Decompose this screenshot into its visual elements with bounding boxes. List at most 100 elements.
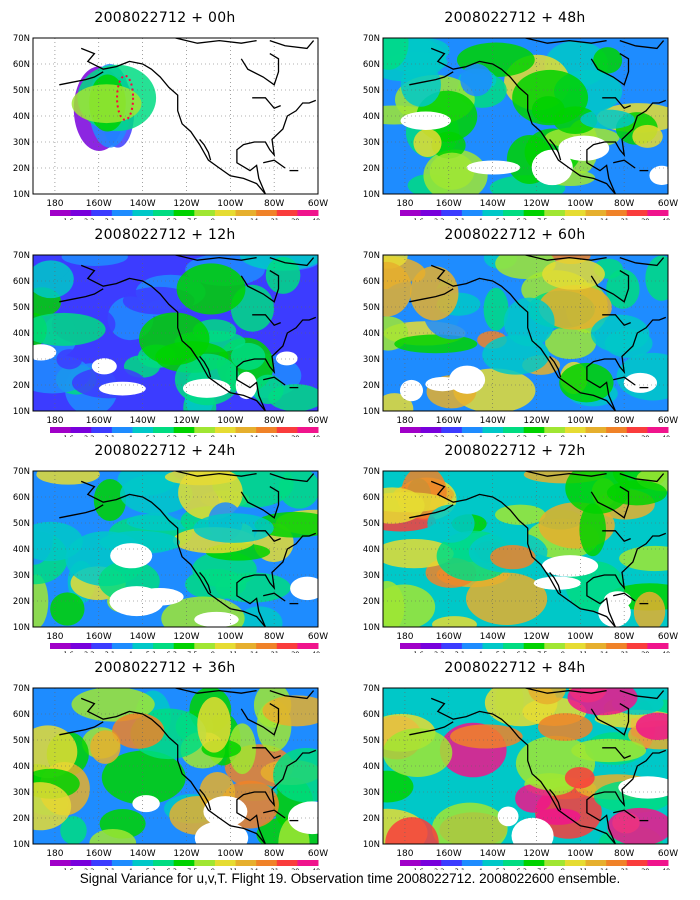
low-variance-area bbox=[194, 611, 239, 627]
low-variance-area bbox=[288, 801, 318, 835]
colorbar-swatch bbox=[214, 860, 237, 866]
variance-blob bbox=[33, 260, 74, 299]
lat-tick-label: 50N bbox=[13, 86, 30, 96]
variance-blob bbox=[490, 545, 536, 570]
colorbar-swatch bbox=[194, 210, 216, 216]
lon-tick-label: 80W bbox=[264, 849, 284, 859]
colorbar-swatch bbox=[544, 210, 566, 216]
lon-tick-label: 80W bbox=[614, 199, 634, 209]
colorbar-swatch bbox=[173, 210, 195, 216]
colorbar-swatch bbox=[400, 643, 422, 649]
variance-blob bbox=[593, 47, 623, 74]
coastline bbox=[586, 532, 667, 627]
variance-blob bbox=[515, 784, 553, 813]
lat-tick-label: 30N bbox=[13, 355, 30, 365]
panel-title: 2008022712 + 60h bbox=[444, 227, 586, 243]
colorbar-label: 7.5 bbox=[187, 650, 197, 653]
coastline bbox=[240, 270, 280, 303]
colorbar-label: 14 bbox=[600, 867, 608, 870]
variance-blob bbox=[567, 688, 638, 716]
map-panel: 2008022712 + 36h 10N 20N 30N 40N 50N 60N 70N 180… bbox=[0, 660, 330, 870]
colorbar-swatch bbox=[585, 427, 607, 433]
variance-blob bbox=[33, 312, 106, 346]
variance-blob bbox=[538, 284, 612, 330]
colorbar-swatch bbox=[626, 427, 648, 433]
colorbar-label: 3.1 bbox=[455, 434, 465, 437]
low-variance-area bbox=[135, 587, 184, 606]
map-chart: 10N 20N 30N 40N 50N 60N 70N 180 160W 140W 120W 100W… bbox=[13, 684, 328, 870]
coastline bbox=[175, 471, 257, 477]
lat-tick-label: 20N bbox=[13, 381, 30, 391]
colorbar-swatch bbox=[400, 860, 422, 866]
colorbar-swatch bbox=[256, 427, 278, 433]
colorbar-swatch bbox=[132, 860, 154, 866]
colorbar-label: 1.6 bbox=[63, 217, 73, 220]
coastline bbox=[59, 721, 104, 736]
lat-tick-label: 10N bbox=[363, 840, 380, 850]
coastline bbox=[602, 747, 631, 759]
lon-tick-label: 160W bbox=[436, 632, 462, 642]
colorbar-swatch bbox=[297, 643, 319, 649]
colorbar-swatch bbox=[523, 210, 545, 216]
lat-tick-label: 60N bbox=[363, 277, 380, 287]
coastline bbox=[430, 264, 616, 411]
variance-blob bbox=[394, 334, 478, 354]
coastline bbox=[236, 749, 317, 844]
colorbar-swatch bbox=[70, 643, 92, 649]
coastline bbox=[549, 355, 562, 378]
coastline bbox=[590, 486, 630, 519]
lat-tick-label: 40N bbox=[13, 545, 30, 555]
lon-tick-label: 140W bbox=[130, 416, 156, 426]
colorbar-label: 21 bbox=[621, 867, 629, 870]
colorbar-swatch bbox=[70, 860, 92, 866]
variance-blob bbox=[164, 471, 238, 486]
coastline bbox=[613, 809, 636, 819]
colorbar-swatch bbox=[276, 210, 298, 216]
variance-blob bbox=[450, 724, 523, 749]
colorbar-swatch bbox=[153, 860, 175, 866]
lon-tick-label: 80W bbox=[614, 849, 634, 859]
colorbar-swatch bbox=[523, 427, 545, 433]
colorbar-swatch bbox=[194, 427, 216, 433]
lon-tick-label: 120W bbox=[523, 632, 549, 642]
lon-tick-label: 140W bbox=[480, 849, 506, 859]
colorbar-label: 1.6 bbox=[413, 217, 423, 220]
colorbar-swatch bbox=[482, 643, 504, 649]
map-panel: 2008022712 + 00h 10N 20N 30N 40N 50N 60N 70N 180… bbox=[0, 10, 330, 220]
low-variance-area bbox=[425, 376, 460, 392]
colorbar-swatch bbox=[606, 427, 628, 433]
coastline bbox=[586, 316, 667, 411]
lat-tick-label: 30N bbox=[363, 355, 380, 365]
colorbar-label: 29 bbox=[641, 650, 649, 653]
variance-blob bbox=[228, 723, 256, 775]
variance-blob bbox=[635, 712, 668, 740]
colorbar-swatch bbox=[400, 210, 422, 216]
lon-tick-label: 180 bbox=[396, 199, 413, 209]
colorbar-swatch bbox=[256, 210, 278, 216]
colorbar-label: 2.2 bbox=[84, 650, 94, 653]
coastline bbox=[240, 486, 280, 519]
coastline bbox=[263, 376, 286, 386]
colorbar-label: 9 bbox=[211, 434, 215, 437]
variance-blob bbox=[564, 766, 595, 789]
colorbar-label: 14 bbox=[600, 217, 608, 220]
variance-blob bbox=[606, 269, 640, 309]
lat-tick-label: 70N bbox=[363, 467, 380, 477]
colorbar-swatch bbox=[420, 210, 442, 216]
colorbar-label: 14 bbox=[250, 867, 258, 870]
coastline bbox=[80, 697, 266, 844]
coastline bbox=[409, 71, 454, 86]
variance-blob bbox=[262, 695, 318, 727]
colorbar-label: 6.3 bbox=[517, 217, 527, 220]
colorbar-label: 14 bbox=[250, 434, 258, 437]
colorbar-swatch bbox=[585, 643, 607, 649]
colorbar-label: 29 bbox=[291, 867, 299, 870]
colorbar-label: 5.1 bbox=[496, 650, 506, 653]
colorbar-label: 29 bbox=[291, 217, 299, 220]
variance-blob bbox=[138, 312, 210, 366]
colorbar-swatch bbox=[194, 860, 216, 866]
coastline bbox=[619, 256, 665, 267]
coastline bbox=[619, 689, 665, 700]
map-frame bbox=[32, 687, 319, 845]
variance-blob bbox=[580, 109, 635, 130]
